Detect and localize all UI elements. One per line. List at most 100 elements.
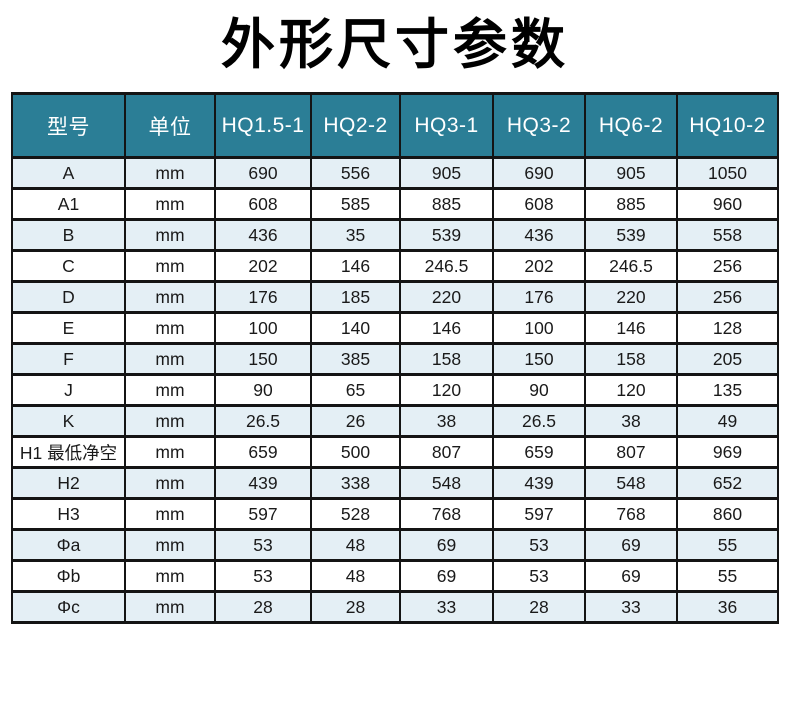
value-cell: 48 [310, 559, 401, 594]
row-label-cell: H2 [11, 466, 126, 501]
value-cell: 807 [584, 435, 678, 470]
row-label-cell: K [11, 404, 126, 439]
unit-cell: mm [124, 435, 216, 470]
value-cell: 690 [214, 156, 312, 191]
value-cell: 65 [310, 373, 401, 408]
unit-cell: mm [124, 342, 216, 377]
value-cell: 246.5 [584, 249, 678, 284]
value-cell: 768 [399, 497, 494, 532]
header-cell-hq3-2: HQ3-2 [492, 92, 586, 160]
row-label-cell: Φb [11, 559, 126, 594]
row-label-cell: B [11, 218, 126, 253]
value-cell: 969 [676, 435, 779, 470]
header-cell-hq3-1: HQ3-1 [399, 92, 494, 160]
unit-cell: mm [124, 156, 216, 191]
unit-cell: mm [124, 497, 216, 532]
value-cell: 28 [492, 590, 586, 625]
value-cell: 33 [584, 590, 678, 625]
value-cell: 1050 [676, 156, 779, 191]
row-label-cell: A1 [11, 187, 126, 222]
value-cell: 55 [676, 528, 779, 563]
value-cell: 597 [214, 497, 312, 532]
value-cell: 69 [584, 559, 678, 594]
value-cell: 53 [492, 559, 586, 594]
value-cell: 176 [214, 280, 312, 315]
value-cell: 256 [676, 249, 779, 284]
value-cell: 439 [492, 466, 586, 501]
value-cell: 28 [214, 590, 312, 625]
value-cell: 48 [310, 528, 401, 563]
row-label-cell: H3 [11, 497, 126, 532]
row-label-cell: E [11, 311, 126, 346]
value-cell: 35 [310, 218, 401, 253]
unit-cell: mm [124, 249, 216, 284]
value-cell: 38 [584, 404, 678, 439]
value-cell: 439 [214, 466, 312, 501]
value-cell: 500 [310, 435, 401, 470]
row-label-cell: Φa [11, 528, 126, 563]
value-cell: 55 [676, 559, 779, 594]
value-cell: 220 [584, 280, 678, 315]
table-row: Φc mm 28 28 33 28 33 36 [11, 590, 779, 625]
unit-cell: mm [124, 404, 216, 439]
value-cell: 960 [676, 187, 779, 222]
value-cell: 33 [399, 590, 494, 625]
value-cell: 26.5 [492, 404, 586, 439]
table-row: H2 mm 439 338 548 439 548 652 [11, 466, 779, 501]
value-cell: 436 [492, 218, 586, 253]
table-row: H1 最低净空 mm 659 500 807 659 807 969 [11, 435, 779, 470]
value-cell: 548 [399, 466, 494, 501]
table-row: Φa mm 53 48 69 53 69 55 [11, 528, 779, 563]
value-cell: 150 [214, 342, 312, 377]
row-label-cell: H1 最低净空 [11, 435, 126, 470]
value-cell: 90 [214, 373, 312, 408]
header-row: 型号 单位 HQ1.5-1 HQ2-2 HQ3-1 HQ3-2 HQ6-2 HQ… [11, 92, 779, 160]
spec-sheet-page: 外形尺寸参数 型号 单位 HQ1.5-1 HQ2-2 HQ3-1 HQ3-2 H… [0, 15, 790, 715]
value-cell: 69 [399, 559, 494, 594]
value-cell: 385 [310, 342, 401, 377]
value-cell: 659 [214, 435, 312, 470]
value-cell: 150 [492, 342, 586, 377]
value-cell: 608 [214, 187, 312, 222]
value-cell: 597 [492, 497, 586, 532]
value-cell: 436 [214, 218, 312, 253]
row-label-cell: C [11, 249, 126, 284]
header-cell-unit: 单位 [124, 92, 216, 160]
unit-cell: mm [124, 590, 216, 625]
value-cell: 202 [214, 249, 312, 284]
value-cell: 53 [214, 528, 312, 563]
value-cell: 158 [584, 342, 678, 377]
value-cell: 146 [399, 311, 494, 346]
value-cell: 768 [584, 497, 678, 532]
value-cell: 905 [399, 156, 494, 191]
value-cell: 69 [584, 528, 678, 563]
value-cell: 176 [492, 280, 586, 315]
row-label-cell: A [11, 156, 126, 191]
value-cell: 608 [492, 187, 586, 222]
value-cell: 36 [676, 590, 779, 625]
value-cell: 185 [310, 280, 401, 315]
value-cell: 120 [399, 373, 494, 408]
value-cell: 128 [676, 311, 779, 346]
value-cell: 659 [492, 435, 586, 470]
value-cell: 146 [584, 311, 678, 346]
value-cell: 539 [584, 218, 678, 253]
unit-cell: mm [124, 187, 216, 222]
value-cell: 885 [584, 187, 678, 222]
value-cell: 202 [492, 249, 586, 284]
header-cell-model: 型号 [11, 92, 126, 160]
value-cell: 100 [214, 311, 312, 346]
value-cell: 90 [492, 373, 586, 408]
page-title: 外形尺寸参数 [221, 15, 569, 75]
header-cell-hq2-2: HQ2-2 [310, 92, 401, 160]
unit-cell: mm [124, 218, 216, 253]
value-cell: 246.5 [399, 249, 494, 284]
row-label-cell: D [11, 280, 126, 315]
unit-cell: mm [124, 280, 216, 315]
value-cell: 885 [399, 187, 494, 222]
value-cell: 26.5 [214, 404, 312, 439]
